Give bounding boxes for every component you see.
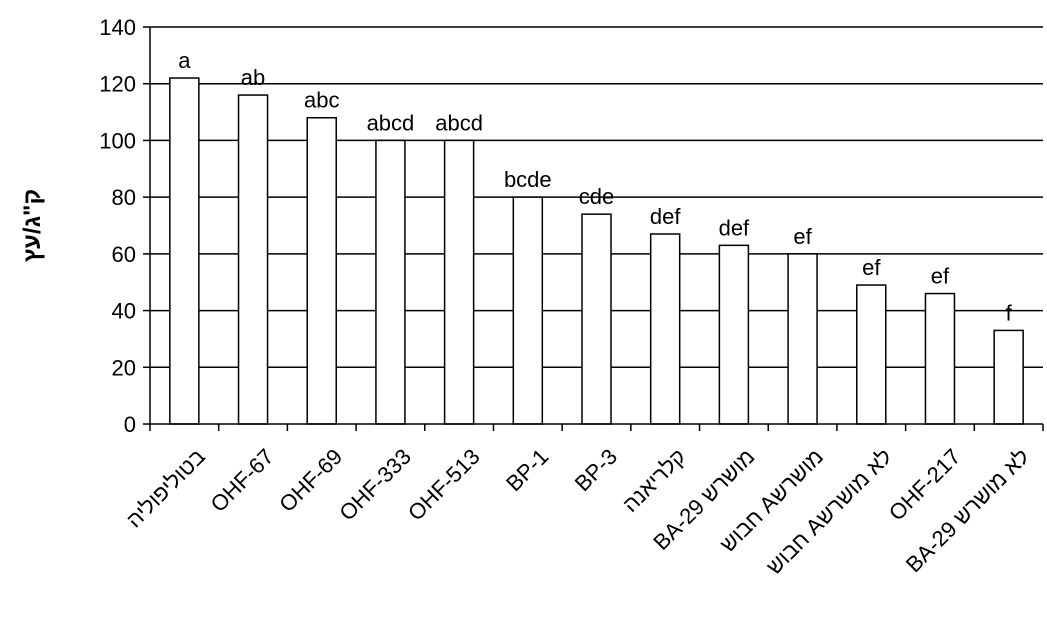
bar — [581, 213, 612, 425]
x-category-label: בטוליפוליה — [121, 444, 210, 533]
x-category-label: BP-3 — [570, 444, 622, 496]
significance-label: a — [178, 48, 191, 73]
significance-label: ab — [241, 65, 265, 90]
y-tick-label: 40 — [112, 299, 136, 324]
bar — [649, 233, 681, 425]
y-tick-label: 140 — [99, 15, 136, 40]
bar — [924, 292, 956, 425]
y-tick-label: 120 — [99, 72, 136, 97]
bar — [169, 77, 200, 425]
significance-label: def — [650, 204, 681, 229]
x-category-label: OHF-513 — [403, 444, 485, 526]
x-category-label: BP-1 — [501, 444, 553, 496]
bar — [237, 94, 269, 425]
significance-label: bcde — [504, 167, 552, 192]
x-category-label: חבוש Aלא מושרש — [761, 444, 896, 579]
bar — [856, 284, 887, 425]
significance-label: abcd — [435, 110, 483, 135]
y-axis-label: ק"ג/עץ — [19, 189, 46, 262]
significance-label: cde — [579, 184, 614, 209]
bars — [169, 77, 1024, 425]
bar — [993, 329, 1024, 425]
y-tick-label: 60 — [112, 242, 136, 267]
significance-label: abcd — [367, 110, 415, 135]
y-tick-label: 80 — [112, 185, 136, 210]
bar — [718, 244, 750, 425]
significance-label: ef — [862, 255, 881, 280]
x-category-label: OHF-67 — [206, 444, 279, 517]
bar — [375, 139, 406, 425]
axes — [143, 26, 1044, 431]
bar — [443, 139, 475, 425]
y-tick-labels: 0 20 40 60 80 100 120 140 — [99, 15, 136, 437]
y-tick-label: 100 — [99, 128, 136, 153]
significance-label: abc — [304, 88, 339, 113]
significance-label: def — [719, 215, 750, 240]
x-category-label: OHF-333 — [334, 444, 416, 526]
bar — [787, 253, 818, 425]
y-tick-label: 20 — [112, 355, 136, 380]
y-tick-label: 0 — [124, 412, 136, 437]
significance-label: ef — [793, 224, 812, 249]
x-category-label: BA-29 לא מושרש — [901, 444, 1034, 577]
bar — [306, 116, 337, 425]
significance-label: ef — [931, 264, 950, 289]
significance-label: f — [1006, 300, 1013, 325]
bar — [512, 196, 544, 425]
significance-labels: a ab abc abcd abcd bcde cde def def ef ef ef f — [178, 48, 1012, 325]
